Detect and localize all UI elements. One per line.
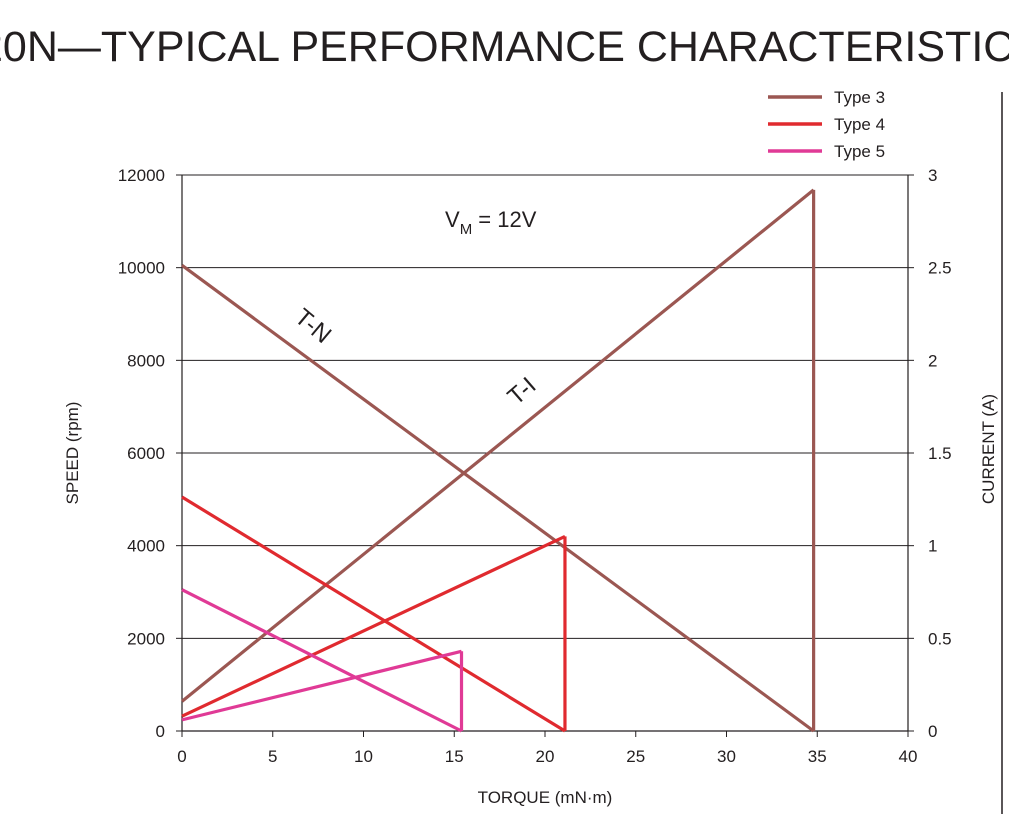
x-tick-label: 10 [354, 747, 373, 766]
current-line-type-4 [181, 534, 566, 718]
axes [176, 174, 914, 737]
chart-title: 20N—TYPICAL PERFORMANCE CHARACTERISTICS [0, 23, 1009, 71]
x-tick-label: 0 [177, 747, 186, 766]
y-tick-label: 10000 [118, 259, 165, 278]
voltage-value: = 12V [472, 207, 537, 232]
y-tick-label: 0 [156, 722, 165, 741]
voltage-annotation: VM = 12V [445, 207, 537, 238]
annotations: VM = 12V T-N T-I [289, 207, 541, 411]
speed-line-type-3 [181, 264, 815, 733]
series-lines [180, 188, 816, 733]
legend: Type 3 Type 4 Type 5 [768, 88, 885, 161]
y2-tick-label: 1 [928, 537, 937, 556]
y2-tick-label: 1.5 [928, 444, 952, 463]
tick-labels: 0 5 10 15 20 25 30 35 40020004000600080001000012… [63, 166, 998, 807]
speed-line-type-5 [181, 588, 463, 733]
y-tick-label: 12000 [118, 166, 165, 185]
x-tick-label: 30 [717, 747, 736, 766]
y-tick-label: 8000 [127, 351, 165, 370]
current-line-type-3 [180, 188, 815, 703]
y2-axis-label: CURRENT (A) [979, 394, 998, 504]
y2-tick-label: 3 [928, 166, 937, 185]
speed-curve-label: T-N [289, 303, 336, 349]
y-axis-label: SPEED (rpm) [63, 402, 82, 505]
x-axis-label: TORQUE (mN·m) [478, 788, 613, 807]
current-curve-label: T-I [503, 372, 542, 411]
voltage-prefix: V [445, 207, 460, 232]
legend-label-type-3: Type 3 [834, 88, 885, 107]
current-line-type-5 [181, 649, 462, 722]
grid [182, 174, 908, 732]
speed-line-type-4 [181, 495, 566, 733]
y-tick-label: 4000 [127, 537, 165, 556]
legend-label-type-5: Type 5 [834, 142, 885, 161]
y-tick-label: 2000 [127, 629, 165, 648]
x-tick-label: 20 [536, 747, 555, 766]
x-tick-label: 35 [808, 747, 827, 766]
legend-label-type-4: Type 4 [834, 115, 885, 134]
y-tick-label: 6000 [127, 444, 165, 463]
y2-tick-label: 2 [928, 351, 937, 370]
y2-tick-label: 0 [928, 722, 937, 741]
x-tick-label: 5 [268, 747, 277, 766]
x-tick-label: 40 [899, 747, 918, 766]
y2-tick-label: 0.5 [928, 629, 952, 648]
x-tick-label: 25 [626, 747, 645, 766]
voltage-subscript: M [460, 221, 473, 238]
y2-tick-label: 2.5 [928, 259, 952, 278]
x-tick-label: 15 [445, 747, 464, 766]
